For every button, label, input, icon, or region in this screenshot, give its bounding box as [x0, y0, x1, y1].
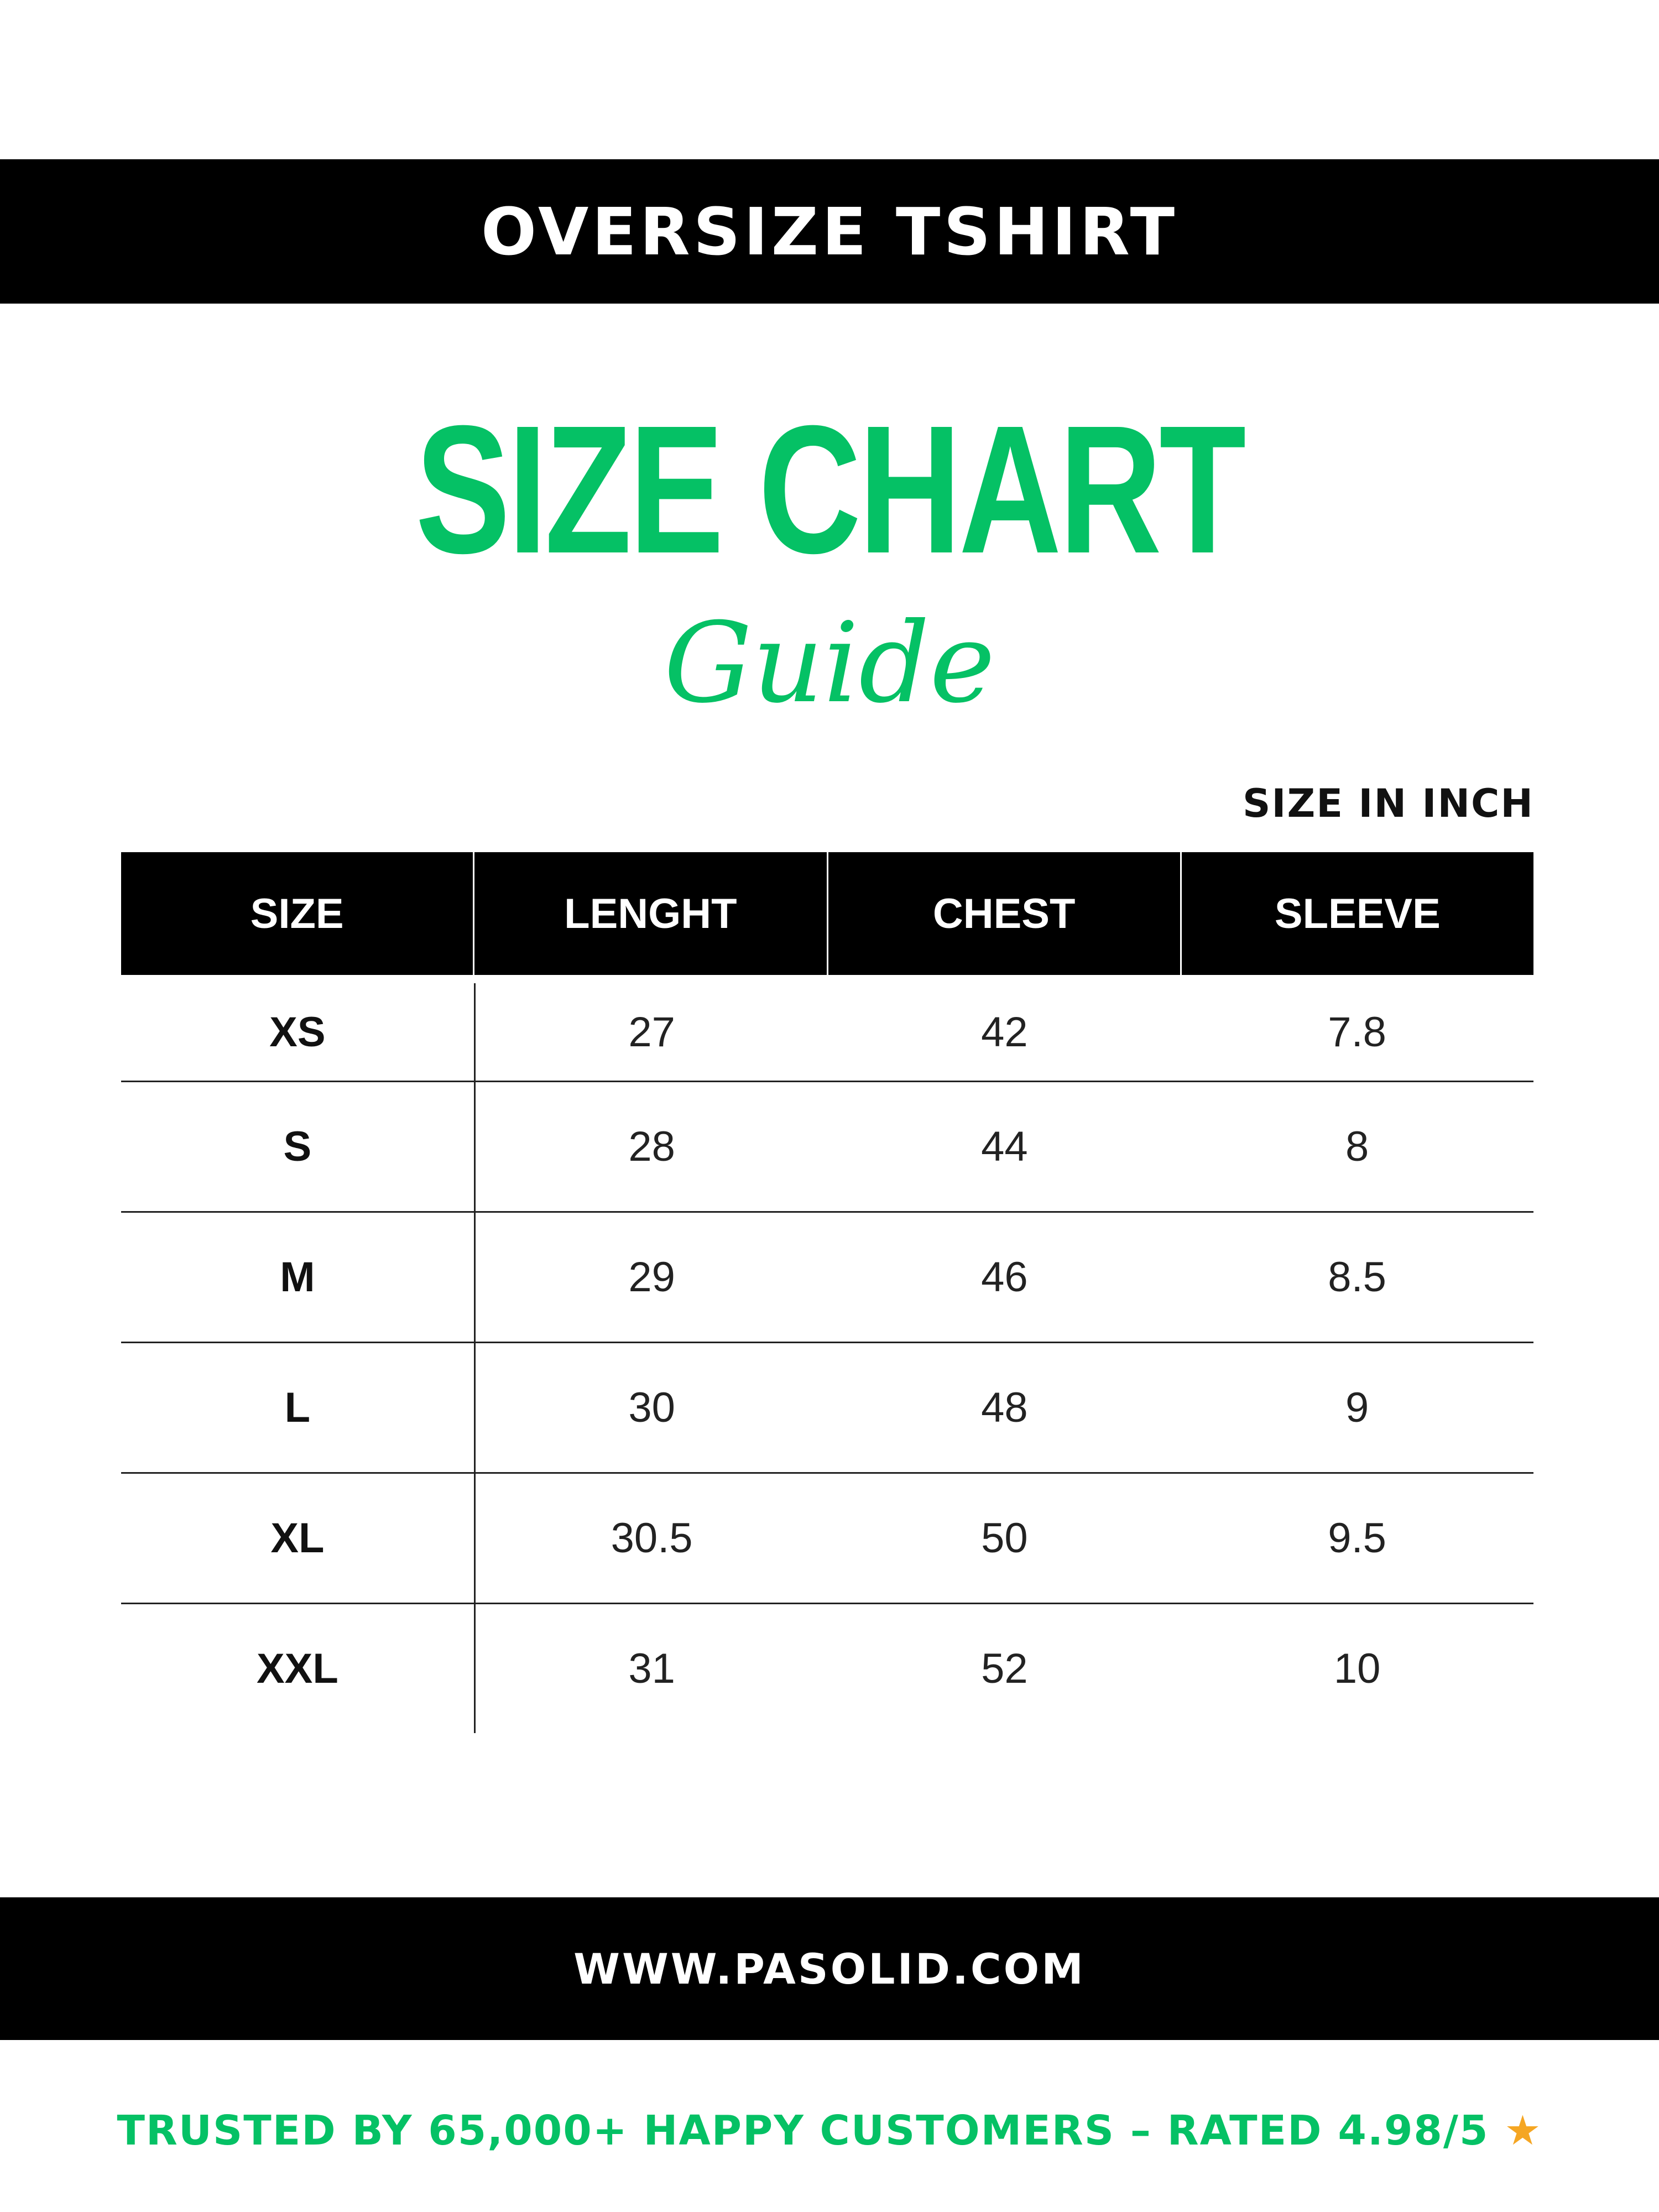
chest-cell: 42	[981, 1008, 1028, 1056]
size-cell: XXL	[121, 1604, 476, 1733]
length-cell: 27	[628, 1008, 675, 1056]
header-bar: OVERSIZE TSHIRT	[0, 159, 1659, 304]
sleeve-cell: 7.8	[1328, 1008, 1386, 1056]
unit-label: SIZE IN INCH	[1243, 781, 1534, 826]
website-link[interactable]: WWW.PASOLID.COM	[573, 1944, 1086, 1994]
sleeve-cell: 8	[1345, 1123, 1369, 1170]
chest-cell: 46	[981, 1254, 1028, 1301]
table-row: S 28 44 8	[121, 1082, 1533, 1213]
size-cell: XS	[121, 983, 476, 1081]
guide-script-subtitle: Guide	[664, 599, 995, 728]
sleeve-cell: 10	[1333, 1645, 1381, 1692]
column-header-length: LENGHT	[473, 852, 826, 975]
length-cell: 28	[628, 1123, 675, 1170]
length-cell: 30	[628, 1384, 675, 1431]
table-header: SIZE LENGHT CHEST SLEEVE	[121, 852, 1533, 975]
footer-bar: WWW.PASOLID.COM	[0, 1897, 1659, 2040]
sleeve-cell: 8.5	[1328, 1254, 1386, 1301]
length-cell: 31	[628, 1645, 675, 1692]
size-chart-title: SIZE CHART	[415, 387, 1246, 591]
table-body: XS 27 42 7.8 S 28 44 8 M 29 46 8.5 L 30 48 9 XL 30.5 50 9.5…	[121, 983, 1533, 1733]
sleeve-cell: 9	[1345, 1384, 1369, 1431]
product-title: OVERSIZE TSHIRT	[481, 193, 1178, 270]
table-row: XL 30.5 50 9.5	[121, 1474, 1533, 1604]
column-header-chest: CHEST	[826, 852, 1180, 975]
table-row: M 29 46 8.5	[121, 1213, 1533, 1343]
length-cell: 30.5	[611, 1515, 693, 1562]
column-header-sleeve: SLEEVE	[1180, 852, 1533, 975]
trust-banner: TRUSTED BY 65,000+ HAPPY CUSTOMERS – RAT…	[0, 2107, 1659, 2154]
length-cell: 29	[628, 1254, 675, 1301]
table-row: XXL 31 52 10	[121, 1604, 1533, 1733]
size-cell: L	[121, 1343, 476, 1472]
size-cell: S	[121, 1082, 476, 1211]
chest-cell: 44	[981, 1123, 1028, 1170]
trust-text: TRUSTED BY 65,000+ HAPPY CUSTOMERS – RAT…	[117, 2107, 1489, 2154]
sleeve-cell: 9.5	[1328, 1515, 1386, 1562]
column-header-size: SIZE	[250, 890, 344, 937]
size-cell: XL	[121, 1474, 476, 1603]
table-row: L 30 48 9	[121, 1343, 1533, 1474]
chest-cell: 52	[981, 1645, 1028, 1692]
size-cell: M	[121, 1213, 476, 1342]
size-table: SIZE LENGHT CHEST SLEEVE XS 27 42 7.8 S 28 44 8…	[121, 852, 1533, 1733]
chest-cell: 50	[981, 1515, 1028, 1562]
table-row: XS 27 42 7.8	[121, 983, 1533, 1082]
chest-cell: 48	[981, 1384, 1028, 1431]
star-icon: ★	[1504, 2107, 1542, 2154]
